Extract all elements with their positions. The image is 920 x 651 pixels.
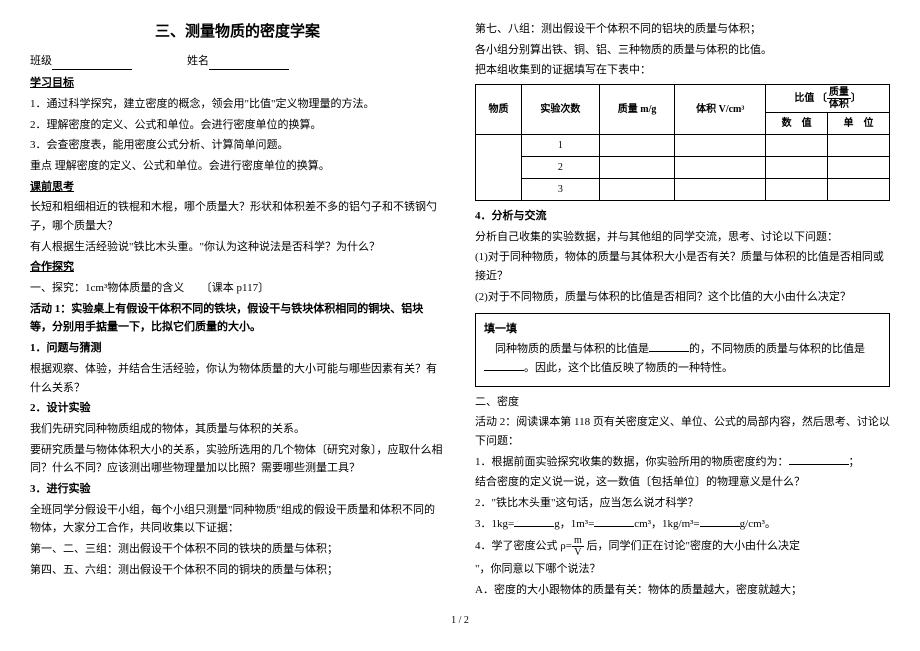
heading-coop: 合作探究 <box>30 261 74 273</box>
th-unit: 单 位 <box>828 113 890 135</box>
frac-den: V <box>572 547 584 558</box>
p4a: 4．学了密度公式 ρ= <box>475 540 572 552</box>
analysis-1: 分析自己收集的实验数据，并与其他组的同学交流，思考、讨论以下问题： <box>475 228 890 247</box>
prob-3: 3．1kg= g，1m³= cm³，1kg/m³= g/cm³。 <box>475 515 890 534</box>
th-ratio-num: 质量 <box>827 87 851 99</box>
cell <box>828 135 890 157</box>
cell <box>599 179 675 201</box>
cell <box>675 179 766 201</box>
fill-1b: 的，不同物质的质量与体积的比值是 <box>689 343 865 355</box>
th-ratio-den: 体积 <box>827 99 851 110</box>
q1-text: 根据观察、体验，并结合生活经验，你认为物体质量的大小可能与哪些因素有关？有什么关… <box>30 360 445 397</box>
frac-num: m <box>572 535 584 547</box>
table-row: 2 <box>476 157 890 179</box>
heading-preq: 课前思考 <box>30 181 74 193</box>
coop-1: 一、探究：1cm³物体质量的含义 〔课本 p117〕 <box>30 279 445 298</box>
preq-2: 有人根据生活经验说"铁比木头重。"你认为这种说法是否科学？为什么？ <box>30 238 445 257</box>
th-ratio: 比值 〔质量体积〕 <box>766 85 890 113</box>
cell <box>766 135 828 157</box>
doc-title: 三、测量物质的密度学案 <box>30 20 445 46</box>
cell-count: 2 <box>522 157 600 179</box>
cell <box>828 179 890 201</box>
activity-1: 活动 1：实验桌上有假设干体积不同的铁块，假设干与铁块体积相同的铜块、铝块等，分… <box>30 300 445 337</box>
analysis-2: (1)对于同种物质，物体的质量与其体积大小是否有关？质量与体积的比值是否相同或接… <box>475 248 890 285</box>
table-header-row: 物质 实验次数 质量 m/g 体积 V/cm³ 比值 〔质量体积〕 <box>476 85 890 113</box>
p4b: 后，同学们正在讨论"密度的大小由什么决定 <box>584 540 800 552</box>
p3b: g，1m³= <box>554 518 594 530</box>
prob-2: 2．"铁比木头重"这句话，应当怎么说才科学？ <box>475 494 890 513</box>
r-line3: 把本组收集到的证据填写在下表中： <box>475 61 890 80</box>
class-blank <box>52 57 132 70</box>
activity-1-text: 活动 1：实验桌上有假设干体积不同的铁块，假设干与铁块体积相同的铜块、铝块等，分… <box>30 303 423 334</box>
th-mass: 质量 m/g <box>599 85 675 135</box>
th-ratio-label: 比值 <box>794 93 817 104</box>
q3-text3: 第四、五、六组：测出假设干个体积不同的铜块的质量与体积； <box>30 561 445 580</box>
cell <box>766 157 828 179</box>
prob-1b: 结合密度的定义说一说，这一数值〔包括单位〕的物理意义是什么？ <box>475 473 890 492</box>
th-count: 实验次数 <box>522 85 600 135</box>
cell <box>675 157 766 179</box>
heading-q2: 2．设计实验 <box>30 402 91 414</box>
preq-1: 长短和粗细相近的铁棍和木棍，哪个质量大？形状和体积差不多的铝勺子和不锈钢勺子，哪… <box>30 198 445 235</box>
heading-analysis: 4．分析与交流 <box>475 210 547 222</box>
cell <box>828 157 890 179</box>
r-line1: 第七、八组：测出假设干个体积不同的铝块的质量与体积； <box>475 20 890 39</box>
fill-1c: 。因此，这个比值反映了物质的一种特性。 <box>524 362 733 374</box>
fill-heading: 填一填 <box>484 323 517 335</box>
prob-A: A．密度的大小跟物体的质量有关：物体的质量越大，密度就越大； <box>475 581 890 600</box>
page-number: 1 / 2 <box>30 612 890 629</box>
cell-material <box>476 135 522 201</box>
r-line2: 各小组分别算出铁、铜、铝、三种物质的质量与体积的比值。 <box>475 41 890 60</box>
th-value: 数 值 <box>766 113 828 135</box>
cell <box>599 135 675 157</box>
prob-1: 1．根据前面实验探究收集的数据，你实验所用的物质密度约为：； <box>475 453 890 472</box>
heading-q1: 1．问题与猜测 <box>30 342 102 354</box>
prob-1-text: 1．根据前面实验探究收集的数据，你实验所用的物质密度约为： <box>475 456 789 468</box>
q3-text1: 全班同学分假设干小组，每个小组只测量"同种物质"组成的假设干质量和体积不同的物体… <box>30 501 445 538</box>
th-material: 物质 <box>476 85 522 135</box>
table-row: 1 <box>476 135 890 157</box>
class-label: 班级 <box>30 55 52 67</box>
key-point: 重点 理解密度的定义、公式和单位。会进行密度单位的换算。 <box>30 157 445 176</box>
section-2: 二、密度 <box>475 393 890 412</box>
cell <box>766 179 828 201</box>
prob-4: 4．学了密度公式 ρ=mV 后，同学们正在讨论"密度的大小由什么决定 <box>475 535 890 558</box>
blank <box>514 515 554 527</box>
fill-1a: 同种物质的质量与体积的比值是 <box>495 343 649 355</box>
data-table: 物质 实验次数 质量 m/g 体积 V/cm³ 比值 〔质量体积〕 数 值 单 … <box>475 84 890 201</box>
class-name-line: 班级 姓名 <box>30 52 445 71</box>
q3-text2: 第一、二、三组：测出假设干个体积不同的铁块的质量与体积； <box>30 540 445 559</box>
activity-2: 活动 2：阅读课本第 118 页有关密度定义、单位、公式的局部内容，然后思考、讨… <box>475 413 890 450</box>
heading-q3: 3．进行实验 <box>30 483 91 495</box>
table-row: 3 <box>476 179 890 201</box>
analysis-3: (2)对于不同物质，质量与体积的比值是否相同？这个比值的大小由什么决定？ <box>475 288 890 307</box>
fill-blank <box>649 340 689 352</box>
cell-count: 3 <box>522 179 600 201</box>
p3c: cm³，1kg/m³= <box>634 518 699 530</box>
goal-2: 2．理解密度的定义、公式和单位。会进行密度单位的换算。 <box>30 116 445 135</box>
heading-goal: 学习目标 <box>30 77 74 89</box>
blank <box>594 515 634 527</box>
name-label: 姓名 <box>187 55 209 67</box>
cell <box>599 157 675 179</box>
cell-count: 1 <box>522 135 600 157</box>
th-vol: 体积 V/cm³ <box>675 85 766 135</box>
name-blank <box>209 57 289 70</box>
q2-text2: 要研究质量与物体体积大小的关系，实验所选用的几个物体〔研究对象〕，应取什么相同？… <box>30 441 445 478</box>
fill-blank <box>484 359 524 371</box>
goal-3: 3．会查密度表，能用密度公式分析、计算简单问题。 <box>30 136 445 155</box>
p3d: g/cm³。 <box>740 518 776 530</box>
prob-4c: "，你同意以下哪个说法？ <box>475 560 890 579</box>
q2-text1: 我们先研究同种物质组成的物体，其质量与体积的关系。 <box>30 420 445 439</box>
fill-line: 同种物质的质量与体积的比值是 的，不同物质的质量与体积的比值是。因此，这个比值反映… <box>484 340 881 377</box>
prob-1-blank <box>789 453 849 465</box>
cell <box>675 135 766 157</box>
fill-box: 填一填 同种物质的质量与体积的比值是 的，不同物质的质量与体积的比值是。因此，这个… <box>475 313 890 387</box>
blank <box>700 515 740 527</box>
p3a: 3．1kg= <box>475 518 514 530</box>
goal-1: 1．通过科学探究，建立密度的概念，领会用"比值"定义物理量的方法。 <box>30 95 445 114</box>
